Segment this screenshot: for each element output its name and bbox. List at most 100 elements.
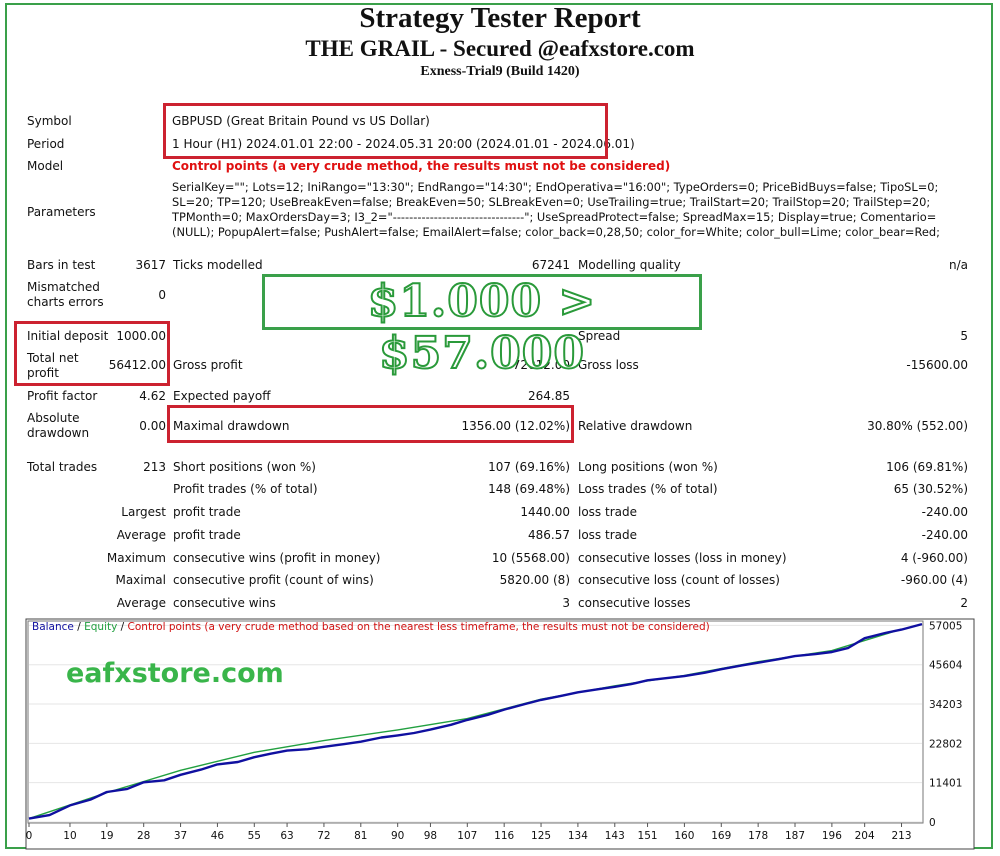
largest-loss-label: loss trade bbox=[578, 505, 637, 519]
max-consecutive-losses-value: 4 (-960.00) bbox=[900, 551, 968, 565]
x-tick-label: 63 bbox=[280, 830, 293, 842]
x-tick-label: 169 bbox=[711, 830, 731, 842]
absolute-drawdown-value: 0.00 bbox=[139, 419, 166, 433]
expected-payoff-value: 264.85 bbox=[528, 389, 570, 403]
x-tick-label: 151 bbox=[638, 830, 658, 842]
absolute-drawdown-label-2: drawdown bbox=[27, 426, 90, 440]
x-tick-label: 213 bbox=[891, 830, 911, 842]
average-consecutive-losses-label: consecutive losses bbox=[578, 596, 691, 610]
report-subtitle: THE GRAIL - Secured @eafxstore.com bbox=[305, 36, 695, 61]
ticks-value: 67241 bbox=[531, 258, 570, 272]
balance-series-line bbox=[28, 622, 923, 820]
x-tick-label: 178 bbox=[748, 830, 768, 842]
average-consecutive-label: Average bbox=[116, 596, 166, 610]
symbol-value: GBPUSD (Great Britain Pound vs US Dollar… bbox=[172, 114, 430, 128]
symbol-period-highlight bbox=[163, 103, 608, 159]
maximal-consecutive-loss-value: -960.00 (4) bbox=[900, 573, 968, 587]
maximal-consecutive-loss-label: consecutive loss (count of losses) bbox=[578, 573, 780, 587]
watermark-text: eafxstore.com bbox=[66, 658, 284, 689]
parameters-label: Parameters bbox=[27, 205, 96, 219]
quality-label: Modelling quality bbox=[578, 258, 681, 272]
profit-factor-label: Profit factor bbox=[27, 389, 98, 403]
profit-factor-value: 4.62 bbox=[139, 389, 166, 403]
y-tick-label: 11401 bbox=[929, 778, 962, 790]
x-tick-label: 125 bbox=[531, 830, 551, 842]
short-positions-label: Short positions (won %) bbox=[173, 460, 316, 474]
y-tick-label: 45604 bbox=[929, 660, 963, 672]
maximum-label: Maximum bbox=[106, 551, 166, 565]
average-consecutive-wins-label: consecutive wins bbox=[173, 596, 276, 610]
x-tick-label: 196 bbox=[822, 830, 842, 842]
x-tick-label: 0 bbox=[26, 830, 33, 842]
average-profit-label: profit trade bbox=[173, 528, 241, 542]
profit-trades-label: Profit trades (% of total) bbox=[173, 482, 318, 496]
mismatch-value: 0 bbox=[158, 288, 166, 302]
largest-profit-label: profit trade bbox=[173, 505, 241, 519]
period-value: 1 Hour (H1) 2024.01.01 22:00 - 2024.05.3… bbox=[172, 137, 635, 151]
maximal-drawdown-label: Maximal drawdown bbox=[173, 419, 290, 433]
x-tick-label: 19 bbox=[100, 830, 113, 842]
relative-drawdown-value: 30.80% (552.00) bbox=[867, 419, 968, 433]
legend-control-points: Control points (a very crude method base… bbox=[127, 621, 710, 633]
legend-balance: Balance bbox=[32, 621, 74, 633]
bars-value: 3617 bbox=[135, 258, 166, 272]
mismatch-label-1: Mismatched bbox=[27, 280, 100, 294]
x-tick-label: 72 bbox=[317, 830, 330, 842]
x-tick-label: 143 bbox=[605, 830, 625, 842]
server-build: Exness-Trial9 (Build 1420) bbox=[420, 64, 580, 79]
maximal-label: Maximal bbox=[115, 573, 166, 587]
headline-text: $1.000 > $57.000 bbox=[367, 275, 597, 380]
average-consecutive-losses-value: 2 bbox=[960, 596, 968, 610]
maximal-consecutive-profit-label: consecutive profit (count of wins) bbox=[173, 573, 374, 587]
legend-sep-1: / bbox=[73, 621, 85, 633]
maximal-consecutive-profit-value: 5820.00 (8) bbox=[499, 573, 570, 587]
average-loss-label: loss trade bbox=[578, 528, 637, 542]
chart-legend: Balance / Equity / Control points (a ver… bbox=[32, 621, 710, 633]
mismatch-label-2: charts errors bbox=[27, 295, 104, 309]
initial-deposit-value: 1000.00 bbox=[116, 329, 166, 343]
x-tick-label: 37 bbox=[174, 830, 187, 842]
spread-label: Spread bbox=[578, 329, 621, 343]
largest-profit-value: 1440.00 bbox=[520, 505, 570, 519]
legend-equity: Equity bbox=[84, 621, 118, 633]
maximal-drawdown-value: 1356.00 (12.02%) bbox=[461, 419, 570, 433]
model-label: Model bbox=[27, 159, 64, 173]
y-tick-label: 0 bbox=[929, 817, 936, 829]
loss-trades-value: 65 (30.52%) bbox=[893, 482, 968, 496]
drawdown-highlight bbox=[167, 405, 574, 443]
long-positions-value: 106 (69.81%) bbox=[886, 460, 968, 474]
average-profit-value: 486.57 bbox=[528, 528, 570, 542]
long-positions-label: Long positions (won %) bbox=[578, 460, 718, 474]
x-tick-label: 160 bbox=[674, 830, 694, 842]
x-tick-label: 98 bbox=[424, 830, 437, 842]
x-tick-label: 10 bbox=[63, 830, 76, 842]
expected-payoff-label: Expected payoff bbox=[173, 389, 271, 403]
average-consecutive-wins-value: 3 bbox=[562, 596, 570, 610]
max-consecutive-wins-value: 10 (5568.00) bbox=[491, 551, 570, 565]
absolute-drawdown-label-1: Absolute bbox=[27, 411, 80, 425]
net-profit-value: 56412.00 bbox=[108, 358, 166, 372]
x-tick-label: 90 bbox=[391, 830, 404, 842]
profit-trades-value: 148 (69.48%) bbox=[488, 482, 570, 496]
x-tick-label: 204 bbox=[855, 830, 875, 842]
x-tick-label: 28 bbox=[137, 830, 150, 842]
model-value: Control points (a very crude method, the… bbox=[172, 159, 671, 173]
short-positions-value: 107 (69.16%) bbox=[488, 460, 570, 474]
y-tick-label: 34203 bbox=[929, 699, 962, 711]
loss-trades-label: Loss trades (% of total) bbox=[578, 482, 718, 496]
net-profit-label-2: profit bbox=[27, 366, 59, 380]
x-tick-label: 55 bbox=[248, 830, 261, 842]
bars-label: Bars in test bbox=[27, 258, 96, 272]
gross-profit-value: 72012.00 bbox=[512, 358, 570, 372]
quality-value: n/a bbox=[948, 258, 968, 272]
ticks-label: Ticks modelled bbox=[173, 258, 263, 272]
x-tick-label: 81 bbox=[354, 830, 367, 842]
max-consecutive-losses-label: consecutive losses (loss in money) bbox=[578, 551, 787, 565]
x-tick-label: 134 bbox=[568, 830, 588, 842]
headline-box bbox=[262, 274, 702, 330]
initial-deposit-label: Initial deposit bbox=[27, 329, 109, 343]
x-tick-label: 187 bbox=[785, 830, 805, 842]
balance-chart: 0 11401 22802 34203 45604 57005 0 10 19 28 37 46 55… bbox=[25, 618, 975, 850]
net-profit-label-1: Total net bbox=[27, 351, 79, 365]
largest-loss-value: -240.00 bbox=[921, 505, 968, 519]
